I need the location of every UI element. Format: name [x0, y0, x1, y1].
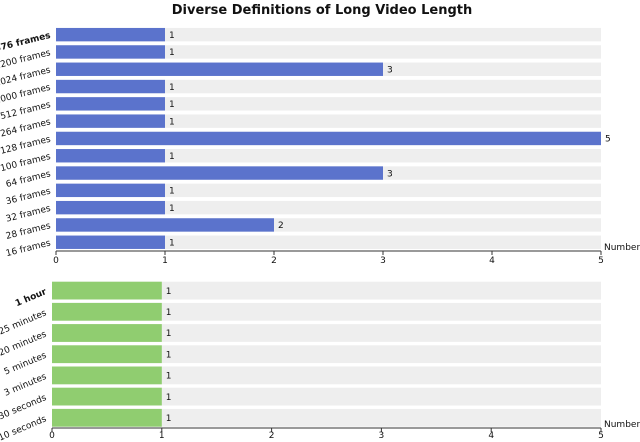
bar-value-label: 5 [605, 135, 611, 145]
bar-value-label: 1 [166, 329, 172, 339]
x-tick-label: 5 [598, 256, 604, 266]
x-tick-label: 4 [488, 431, 494, 441]
bar [56, 45, 165, 59]
x-tick-label: 2 [271, 256, 277, 266]
bar-value-label: 1 [169, 204, 175, 214]
bar-track [56, 79, 601, 94]
bar [56, 166, 383, 180]
bar-value-label: 1 [166, 350, 172, 360]
bar-value-label: 3 [387, 65, 393, 75]
bar-value-label: 1 [166, 414, 172, 424]
bar [56, 131, 601, 146]
bar-track [52, 408, 601, 427]
bar-track [56, 149, 601, 163]
chart-title: Diverse Definitions of Long Video Length [172, 3, 473, 18]
bar-value-label: 1 [169, 83, 175, 93]
bar [56, 149, 165, 163]
bar-value-label: 1 [169, 187, 175, 197]
category-label: 16 frames [5, 238, 52, 259]
bar-track [56, 114, 601, 128]
x-tick-label: 2 [269, 431, 275, 441]
bar [56, 235, 165, 249]
bar [56, 114, 165, 128]
bar-value-label: 1 [169, 238, 175, 248]
bar [56, 183, 165, 198]
bar [52, 281, 162, 300]
x-tick-label: 4 [489, 256, 495, 266]
x-tick-label: 5 [598, 431, 604, 441]
bar-value-label: 1 [169, 48, 175, 58]
bar-value-label: 1 [166, 308, 172, 318]
x-tick-label: 0 [53, 256, 59, 266]
bar-value-label: 1 [166, 287, 172, 297]
bar-value-label: 1 [169, 152, 175, 162]
bar-track [52, 345, 601, 364]
x-tick-label: 1 [162, 256, 168, 266]
bar [52, 324, 162, 342]
bar [56, 97, 165, 111]
x-tick-label: 3 [379, 431, 385, 441]
bar-track [56, 235, 601, 249]
bar [56, 27, 165, 42]
bar-value-label: 1 [169, 100, 175, 110]
x-tick-label: 0 [49, 431, 55, 441]
bar [56, 218, 274, 232]
bar-track [56, 45, 601, 59]
bar-track [56, 27, 601, 42]
bar-track [56, 183, 601, 198]
bar [52, 366, 162, 385]
x-tick-label: 3 [380, 256, 386, 266]
bar-value-label: 3 [387, 169, 393, 179]
x-tick-label: 1 [159, 431, 165, 441]
bar [56, 62, 383, 76]
bar-track [52, 324, 601, 342]
bar-value-label: 1 [166, 393, 172, 403]
bar-value-label: 2 [278, 221, 284, 231]
x-axis-title: Number [604, 243, 640, 253]
bar-value-label: 1 [169, 31, 175, 41]
bar-value-label: 1 [169, 117, 175, 127]
bar [52, 302, 162, 321]
bar [52, 387, 162, 406]
bar [52, 345, 162, 364]
bar-value-label: 1 [166, 372, 172, 382]
bar-track [52, 281, 601, 300]
bar [52, 408, 162, 427]
bar-track [52, 366, 601, 385]
bar-track [52, 302, 601, 321]
bar-track [56, 200, 601, 215]
bar-track [52, 387, 601, 406]
bar-track [56, 97, 601, 111]
bar [56, 200, 165, 215]
category-label: 1 hour [14, 287, 49, 309]
x-axis-title: Number [604, 420, 640, 430]
bar [56, 79, 165, 94]
